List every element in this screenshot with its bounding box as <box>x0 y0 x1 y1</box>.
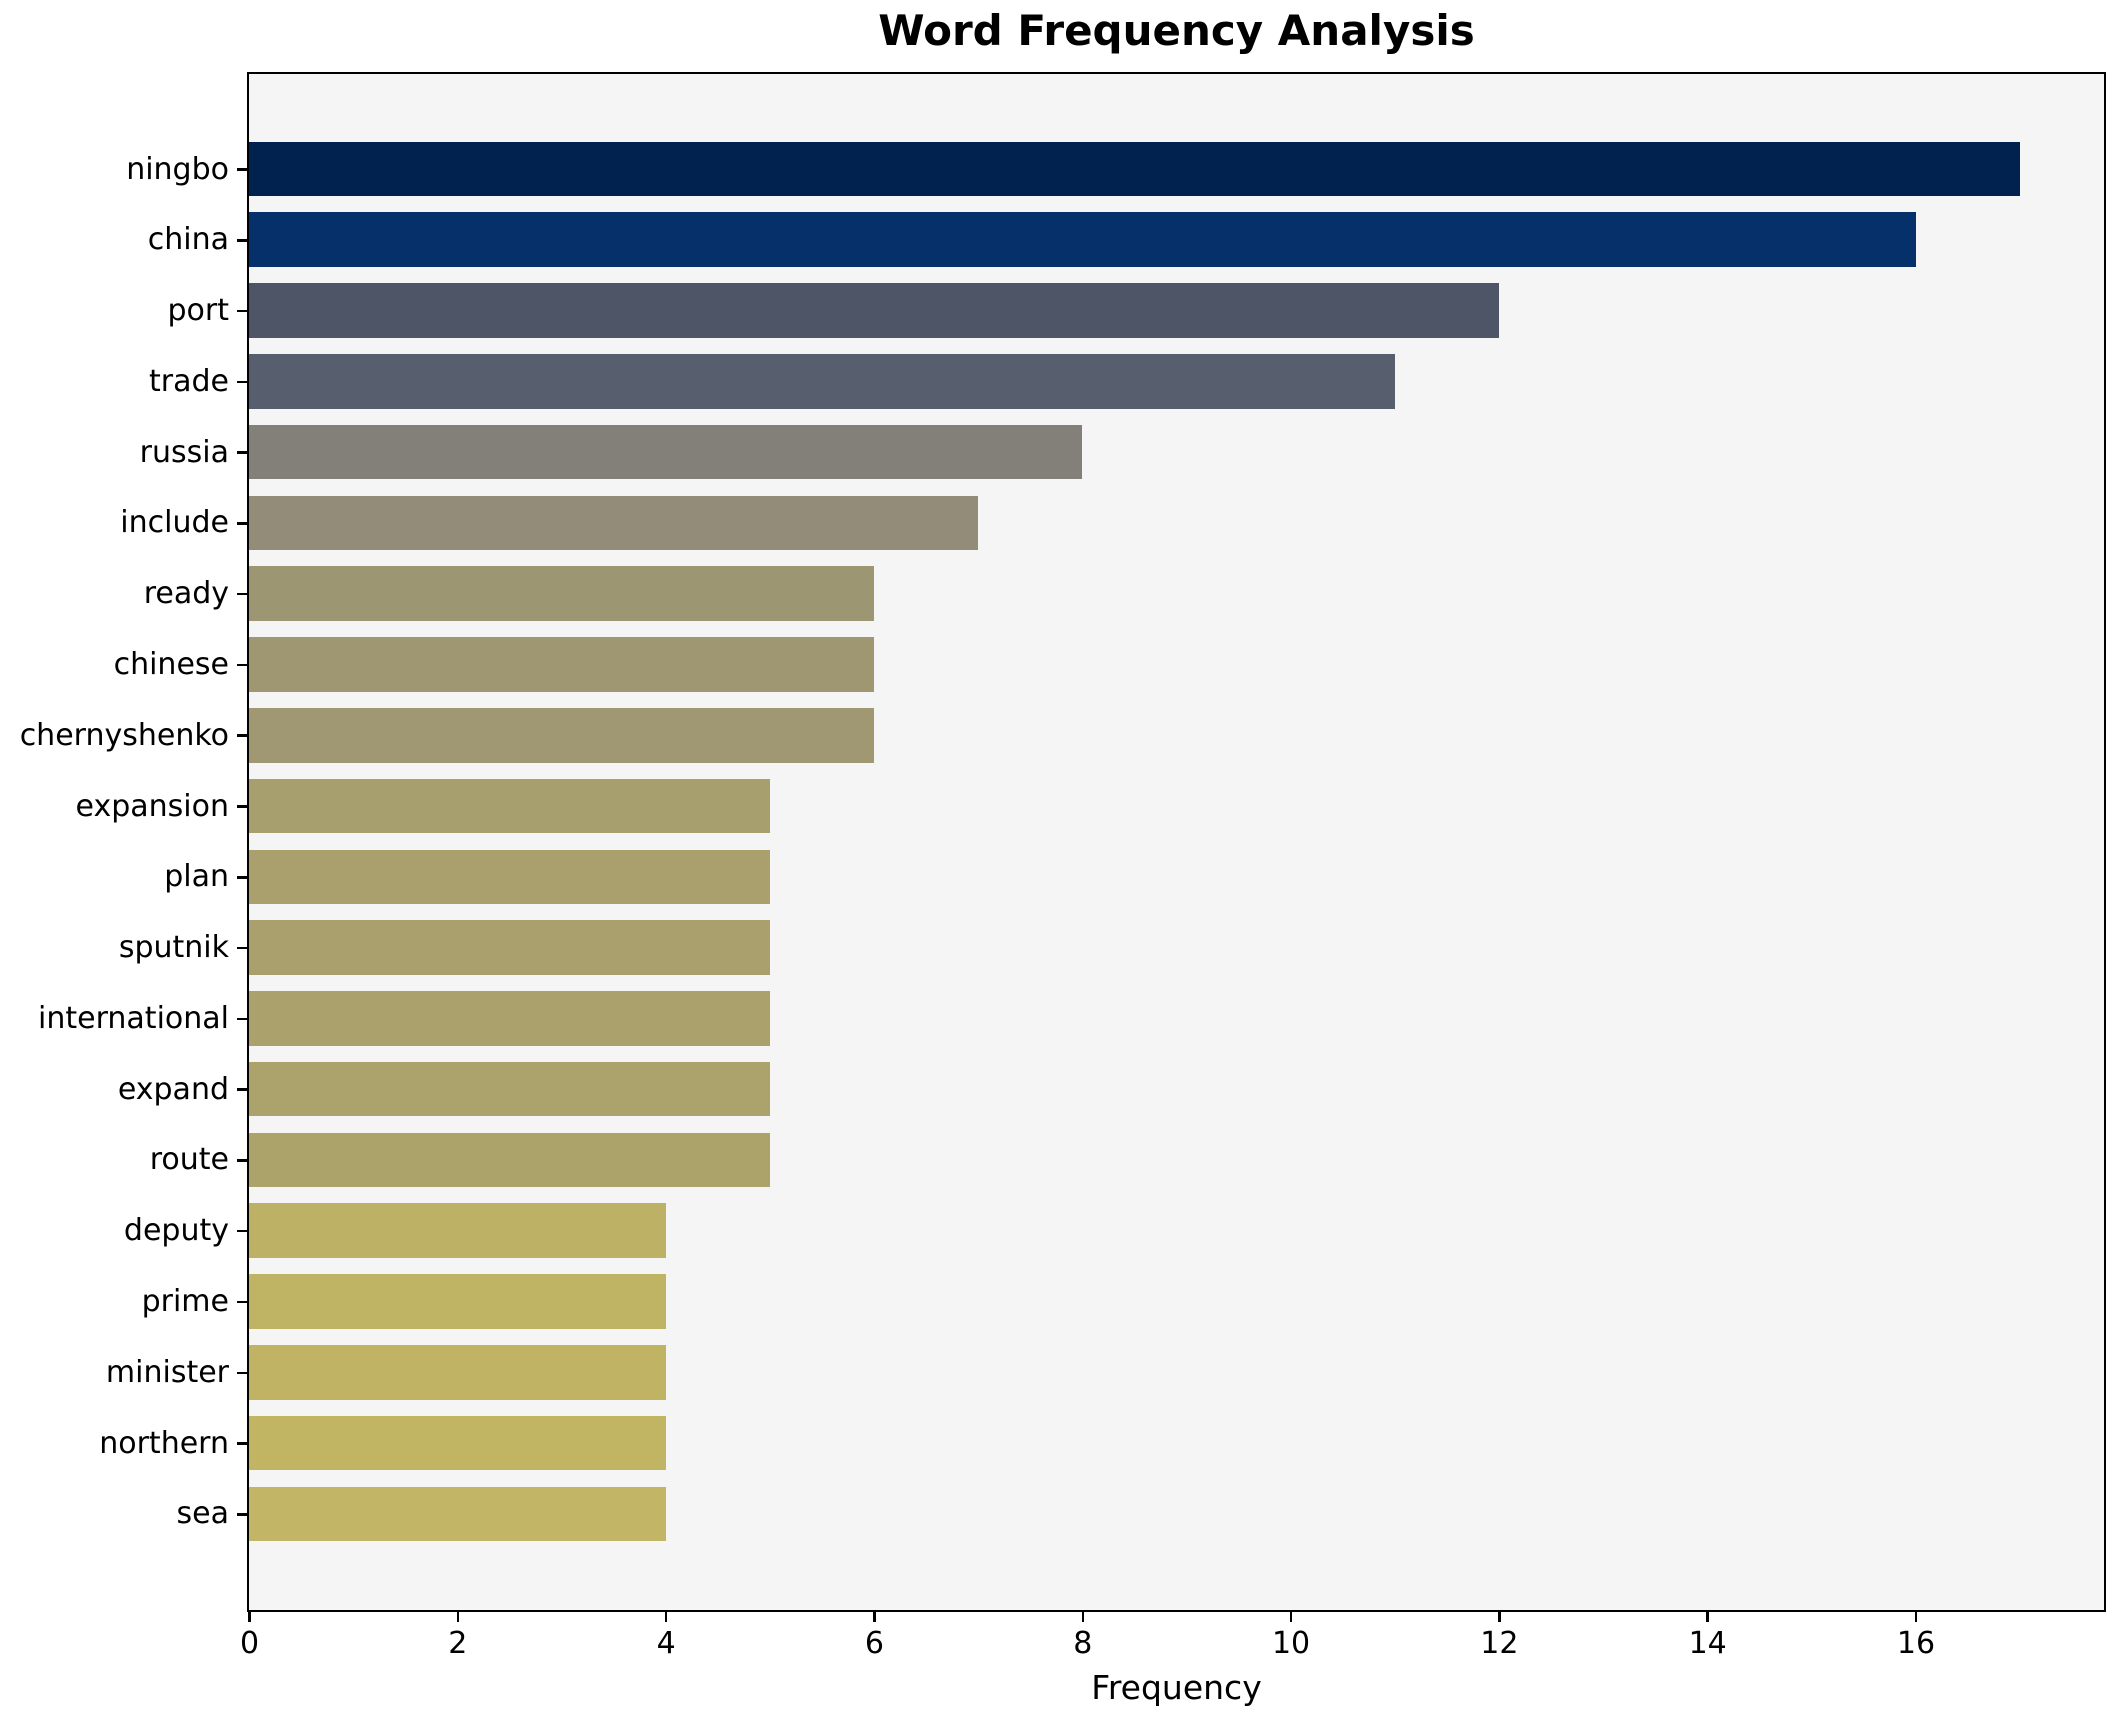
x-tick-label-12: 12 <box>1480 1626 1519 1661</box>
x-axis-label: Frequency <box>1091 1668 1262 1707</box>
y-tick-mark-plan <box>237 876 247 879</box>
y-tick-label-plan: plan <box>164 859 229 895</box>
bar-expand <box>249 1061 770 1117</box>
y-tick-mark-deputy <box>237 1229 247 1233</box>
bar-ready <box>249 566 874 621</box>
bar-minister <box>249 1344 666 1400</box>
bar-russia <box>249 424 1083 480</box>
x-tick-label-0: 0 <box>239 1626 260 1661</box>
bar-expansion <box>249 778 770 834</box>
x-tick-label-6: 6 <box>864 1626 884 1661</box>
bar-ningbo <box>249 141 2020 197</box>
x-tick-mark-4 <box>664 1612 668 1622</box>
y-tick-mark-northern <box>237 1442 247 1445</box>
y-tick-label-international: international <box>38 1000 229 1036</box>
y-tick-mark-chinese <box>237 663 247 667</box>
y-tick-label-chernyshenko: chernyshenko <box>19 717 229 753</box>
y-tick-label-prime: prime <box>141 1283 229 1319</box>
bar-sea <box>249 1486 666 1542</box>
y-tick-mark-international <box>237 1017 247 1021</box>
x-tick-label-8: 8 <box>1073 1626 1093 1661</box>
x-tick-label-2: 2 <box>448 1626 468 1661</box>
x-tick-mark-16 <box>1914 1612 1918 1622</box>
y-tick-label-expansion: expansion <box>75 788 229 824</box>
y-tick-label-chinese: chinese <box>113 646 229 682</box>
y-tick-label-northern: northern <box>99 1425 229 1461</box>
bar-trade <box>249 354 1395 409</box>
y-tick-label-sputnik: sputnik <box>118 930 229 966</box>
y-tick-label-include: include <box>120 505 229 541</box>
bar-chernyshenko <box>249 707 874 763</box>
bar-deputy <box>249 1203 666 1258</box>
bar-plan <box>249 849 770 905</box>
x-tick-mark-6 <box>873 1612 876 1622</box>
y-tick-mark-include <box>237 522 247 525</box>
y-tick-mark-ningbo <box>237 168 247 171</box>
x-tick-mark-12 <box>1498 1612 1501 1622</box>
y-tick-label-minister: minister <box>105 1354 229 1390</box>
x-tick-mark-0 <box>248 1612 251 1622</box>
y-tick-mark-trade <box>237 380 247 384</box>
bar-prime <box>249 1274 666 1329</box>
y-tick-mark-expand <box>237 1088 247 1091</box>
x-tick-mark-2 <box>456 1612 460 1622</box>
y-tick-mark-minister <box>237 1371 247 1374</box>
y-tick-label-expand: expand <box>117 1071 229 1107</box>
y-tick-label-sea: sea <box>176 1496 229 1532</box>
x-tick-label-14: 14 <box>1688 1626 1727 1661</box>
y-tick-label-china: china <box>147 222 229 258</box>
bar-sputnik <box>249 920 770 975</box>
y-tick-mark-ready <box>237 592 247 596</box>
x-tick-mark-8 <box>1081 1612 1084 1622</box>
x-tick-label-4: 4 <box>656 1626 676 1661</box>
x-tick-label-10: 10 <box>1271 1626 1311 1661</box>
y-tick-label-trade: trade <box>149 363 229 399</box>
bar-chinese <box>249 637 874 692</box>
x-tick-mark-14 <box>1706 1612 1709 1622</box>
y-tick-mark-route <box>237 1159 247 1162</box>
x-tick-label-16: 16 <box>1896 1626 1936 1661</box>
bar-include <box>249 495 979 551</box>
bar-port <box>249 283 1499 338</box>
bar-northern <box>249 1415 666 1471</box>
y-tick-mark-port <box>237 309 247 313</box>
y-tick-mark-chernyshenko <box>237 734 247 737</box>
y-tick-mark-china <box>237 239 247 242</box>
y-tick-mark-expansion <box>237 805 247 808</box>
y-tick-label-deputy: deputy <box>123 1213 229 1249</box>
y-tick-mark-sea <box>237 1513 247 1516</box>
y-tick-label-ready: ready <box>143 576 229 612</box>
plot-area <box>247 72 2106 1612</box>
chart-title: Word Frequency Analysis <box>878 6 1475 55</box>
y-tick-mark-russia <box>237 451 247 454</box>
x-tick-mark-10 <box>1289 1612 1293 1622</box>
y-tick-label-ningbo: ningbo <box>126 151 229 187</box>
y-tick-label-port: port <box>167 293 230 329</box>
y-tick-mark-prime <box>237 1300 247 1304</box>
y-tick-label-russia: russia <box>139 434 229 470</box>
bar-route <box>249 1132 770 1188</box>
y-tick-label-route: route <box>149 1142 229 1178</box>
y-tick-mark-sputnik <box>237 946 247 950</box>
bar-international <box>249 991 770 1046</box>
bar-china <box>249 212 1916 268</box>
